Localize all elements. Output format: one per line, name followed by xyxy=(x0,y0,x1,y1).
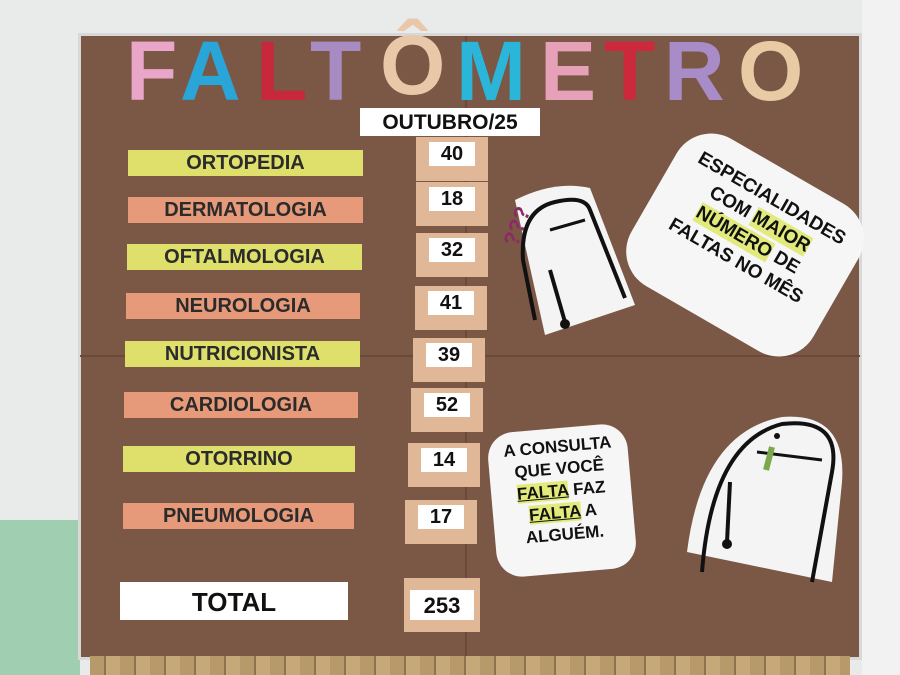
flork-meme-confused-drawing: ??? xyxy=(498,185,635,335)
specialty-label: NEUROLOGIA xyxy=(126,293,360,319)
count-box: 32 xyxy=(416,233,488,277)
title-letter: T xyxy=(310,24,362,118)
total-box: 253 xyxy=(404,578,480,632)
count-box: 17 xyxy=(405,500,477,544)
cork-strip xyxy=(90,656,850,675)
count-value: 40 xyxy=(429,142,475,166)
count-box: 52 xyxy=(411,388,483,432)
wall-green-stripe xyxy=(0,520,80,675)
title-letter: E xyxy=(540,24,597,118)
title-letter: F xyxy=(126,24,178,118)
flork-meme-clothespin-drawing xyxy=(687,416,843,583)
count-value: 52 xyxy=(424,393,470,417)
count-box: 40 xyxy=(416,137,488,181)
title-letter: L xyxy=(256,24,308,118)
specialty-label: DERMATOLOGIA xyxy=(128,197,363,223)
wall xyxy=(862,0,900,675)
title-letter: O xyxy=(738,24,804,118)
count-value: 32 xyxy=(429,238,475,262)
note-consultation: A CONSULTA QUE VOCÊ FALTA FAZ FALTA A AL… xyxy=(485,422,639,579)
specialty-label: OFTALMOLOGIA xyxy=(127,244,362,270)
specialty-label: ORTOPEDIA xyxy=(128,150,363,176)
specialty-label: PNEUMOLOGIA xyxy=(123,503,354,529)
specialty-label: CARDIOLOGIA xyxy=(124,392,358,418)
total-label: TOTAL xyxy=(120,582,348,620)
month-label: OUTUBRO/25 xyxy=(360,108,540,136)
title-letter: A xyxy=(180,24,241,118)
count-value: 18 xyxy=(429,187,475,211)
title-letter: T xyxy=(604,24,656,118)
count-box: 41 xyxy=(415,286,487,330)
specialty-label: OTORRINO xyxy=(123,446,355,472)
count-value: 39 xyxy=(426,343,472,367)
count-value: 14 xyxy=(421,448,467,472)
count-box: 14 xyxy=(408,443,480,487)
count-value: 41 xyxy=(428,291,474,315)
title-letter: R xyxy=(664,24,725,118)
title-letter: M xyxy=(456,24,526,118)
count-value: 17 xyxy=(418,505,464,529)
count-box: 18 xyxy=(416,182,488,226)
total-value: 253 xyxy=(410,590,474,620)
count-box: 39 xyxy=(413,338,485,382)
specialty-label: NUTRICIONISTA xyxy=(125,341,360,367)
title-letter: Ô xyxy=(380,18,446,112)
